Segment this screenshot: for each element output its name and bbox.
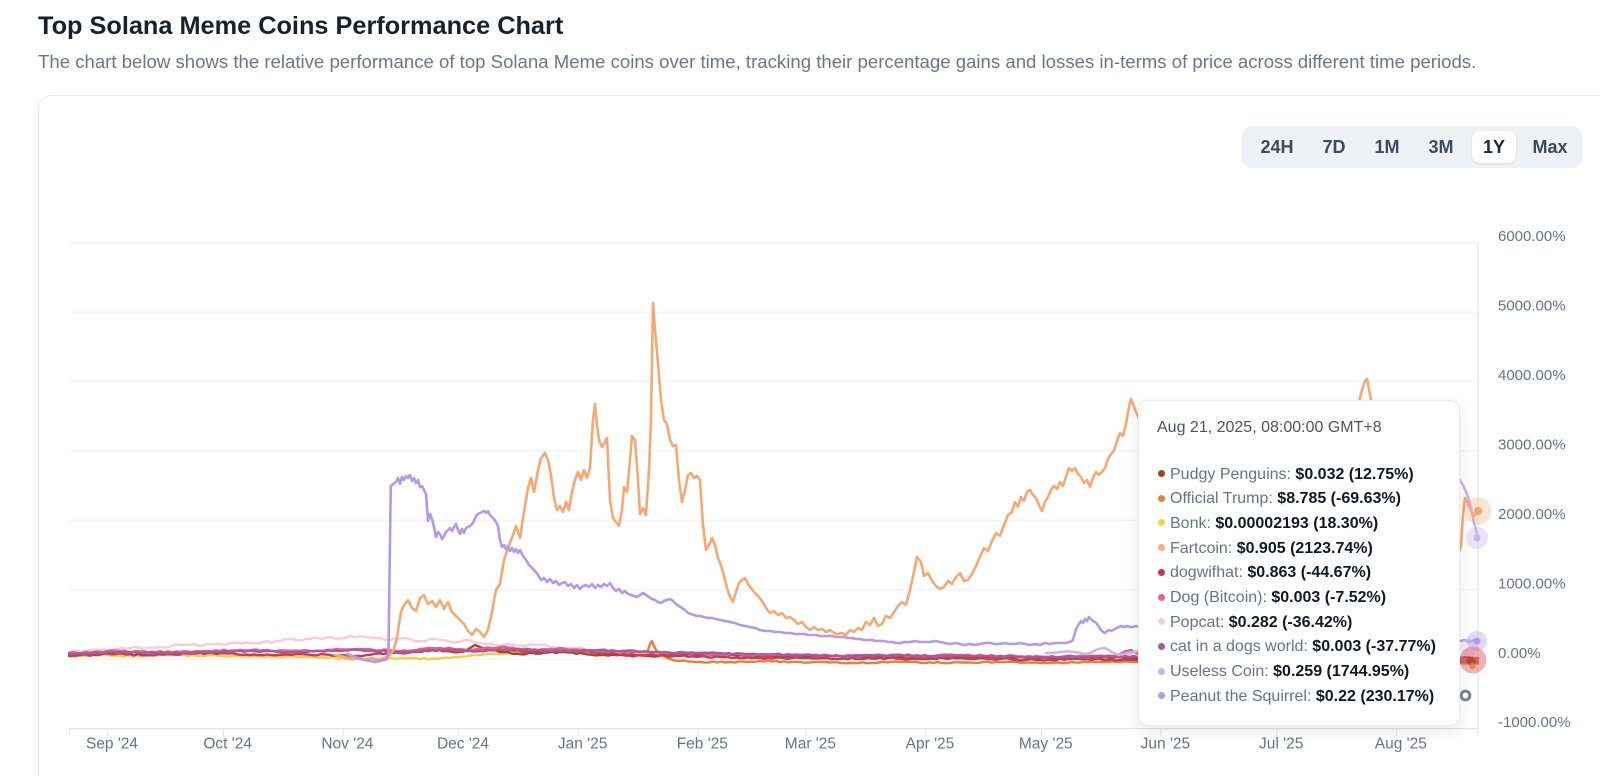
svg-text:Nov '24: Nov '24 [321, 736, 373, 753]
svg-text:-1000.00%: -1000.00% [1498, 714, 1571, 731]
svg-text:Jun '25: Jun '25 [1141, 736, 1191, 753]
svg-text:Sep '24: Sep '24 [86, 736, 138, 753]
svg-text:0.00%: 0.00% [1498, 645, 1541, 662]
svg-text:1000.00%: 1000.00% [1498, 575, 1566, 592]
svg-text:Mar '25: Mar '25 [785, 736, 836, 753]
svg-text:4000.00%: 4000.00% [1498, 367, 1566, 384]
svg-text:Jan '25: Jan '25 [558, 736, 608, 753]
svg-text:3000.00%: 3000.00% [1498, 437, 1566, 454]
svg-text:6000.00%: 6000.00% [1498, 228, 1566, 245]
svg-text:May '25: May '25 [1019, 736, 1073, 753]
svg-text:Feb '25: Feb '25 [677, 736, 728, 753]
svg-text:Apr '25: Apr '25 [906, 736, 955, 753]
svg-text:Jul '25: Jul '25 [1259, 736, 1303, 753]
svg-text:2000.00%: 2000.00% [1498, 506, 1566, 523]
svg-text:Aug '25: Aug '25 [1375, 736, 1427, 753]
svg-text:Oct '24: Oct '24 [203, 736, 252, 753]
svg-text:5000.00%: 5000.00% [1498, 298, 1566, 315]
svg-text:Dec '24: Dec '24 [437, 736, 489, 753]
